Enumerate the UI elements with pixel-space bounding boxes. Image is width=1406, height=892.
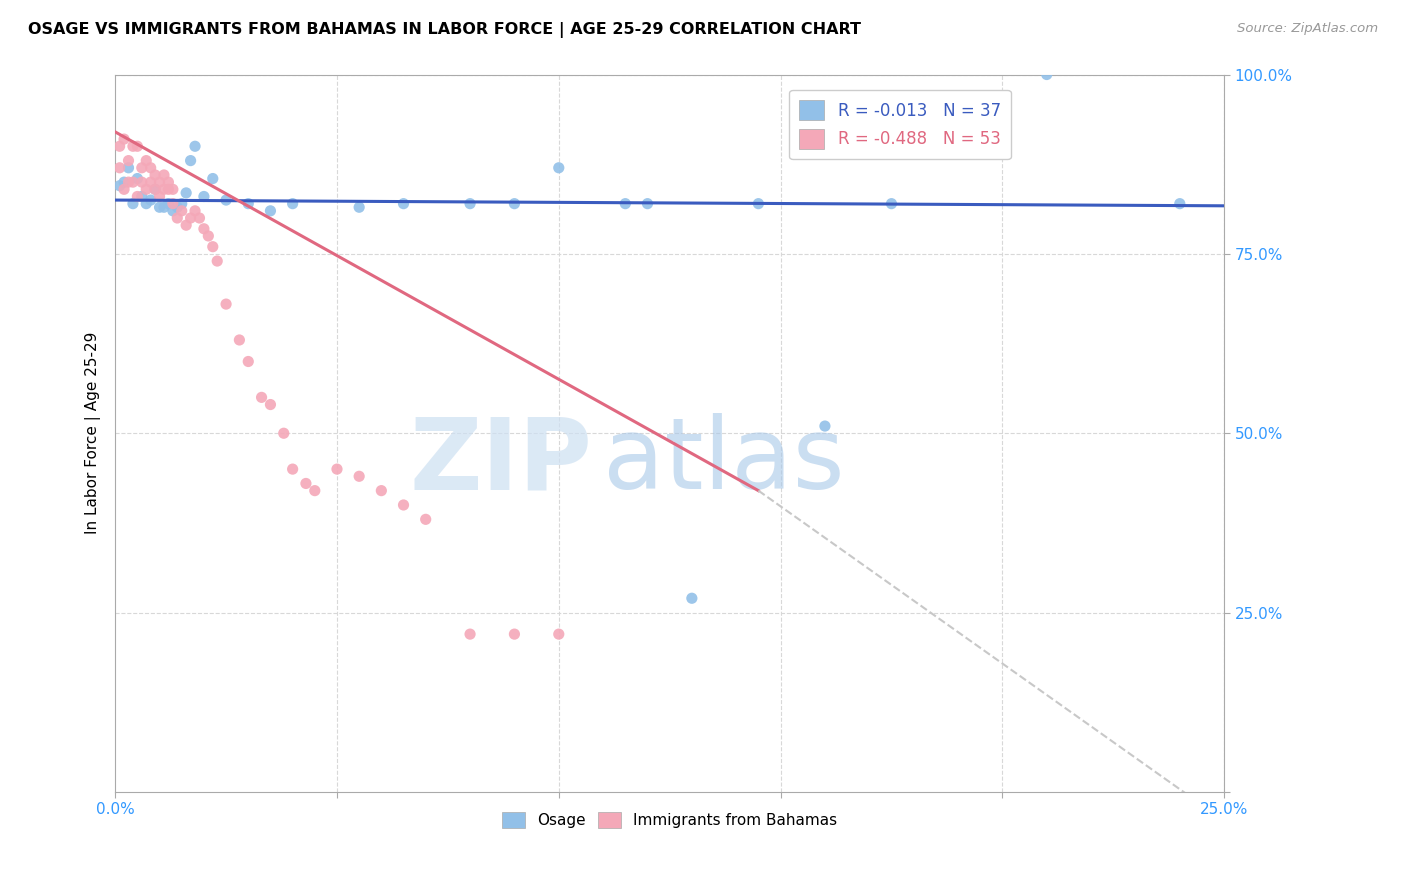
Point (170, 196, 193, 211)
Point (184, 203, 207, 218)
Point (458, 196, 481, 211)
Point (1168, 196, 1191, 211)
Point (174, 218, 197, 232)
Point (166, 211, 188, 225)
Point (392, 196, 415, 211)
Point (117, 161, 139, 175)
Point (108, 178, 131, 193)
Point (170, 203, 193, 218)
Point (238, 196, 260, 211)
Point (637, 196, 659, 211)
Legend: Osage, Immigrants from Bahamas: Osage, Immigrants from Bahamas (496, 806, 844, 835)
Text: OSAGE VS IMMIGRANTS FROM BAHAMAS IN LABOR FORCE | AGE 25-29 CORRELATION CHART: OSAGE VS IMMIGRANTS FROM BAHAMAS IN LABO… (28, 22, 860, 38)
Text: ZIP: ZIP (409, 413, 592, 510)
Point (681, 591, 703, 606)
Point (143, 182, 166, 196)
Point (135, 182, 157, 196)
Point (127, 139, 149, 153)
Text: Source: ZipAtlas.com: Source: ZipAtlas.com (1237, 22, 1378, 36)
Point (162, 196, 184, 211)
Point (131, 189, 153, 203)
Point (148, 175, 170, 189)
Point (139, 193, 162, 207)
Point (370, 483, 392, 498)
Point (188, 211, 211, 225)
Point (295, 476, 318, 491)
Point (458, 627, 481, 641)
Point (108, 139, 131, 153)
Point (162, 182, 184, 196)
Point (127, 171, 149, 186)
Point (153, 182, 176, 196)
Point (503, 627, 526, 641)
Point (228, 333, 250, 347)
Point (139, 175, 162, 189)
Point (131, 161, 153, 175)
Point (153, 168, 176, 182)
Point (157, 182, 180, 196)
Point (157, 175, 180, 189)
Point (122, 139, 145, 153)
Point (166, 200, 188, 214)
Point (614, 196, 637, 211)
Point (143, 168, 166, 182)
Point (281, 462, 304, 476)
Point (415, 512, 437, 526)
Point (814, 419, 837, 434)
Point (117, 175, 139, 189)
Point (259, 398, 281, 412)
Point (180, 153, 202, 168)
Point (157, 196, 180, 211)
Point (215, 193, 238, 207)
Point (148, 189, 170, 203)
Point (197, 229, 219, 244)
Point (238, 354, 260, 368)
Point (201, 171, 224, 186)
Point (143, 182, 166, 196)
Point (281, 196, 304, 211)
Point (184, 139, 207, 153)
Point (259, 203, 281, 218)
Text: atlas: atlas (603, 413, 845, 510)
Point (112, 132, 135, 146)
Point (117, 153, 139, 168)
Point (547, 627, 569, 641)
Point (1035, 68, 1057, 82)
Point (112, 182, 135, 196)
Point (215, 297, 238, 311)
Point (108, 161, 131, 175)
Point (148, 200, 170, 214)
Point (127, 189, 149, 203)
Point (503, 196, 526, 211)
Point (250, 390, 273, 404)
Point (347, 200, 370, 214)
Point (180, 211, 202, 225)
Point (392, 498, 415, 512)
Point (122, 175, 145, 189)
Point (131, 175, 153, 189)
Point (326, 462, 349, 476)
Point (135, 196, 157, 211)
Point (201, 240, 224, 254)
Point (547, 161, 569, 175)
Point (347, 469, 370, 483)
Point (122, 196, 145, 211)
Point (112, 175, 135, 189)
Point (153, 200, 176, 214)
Y-axis label: In Labor Force | Age 25-29: In Labor Force | Age 25-29 (86, 332, 101, 534)
Point (135, 153, 157, 168)
Point (304, 483, 326, 498)
Point (880, 196, 903, 211)
Point (747, 196, 769, 211)
Point (193, 189, 215, 203)
Point (162, 203, 184, 218)
Point (193, 221, 215, 235)
Point (273, 426, 295, 441)
Point (205, 254, 228, 268)
Point (174, 186, 197, 200)
Point (139, 161, 162, 175)
